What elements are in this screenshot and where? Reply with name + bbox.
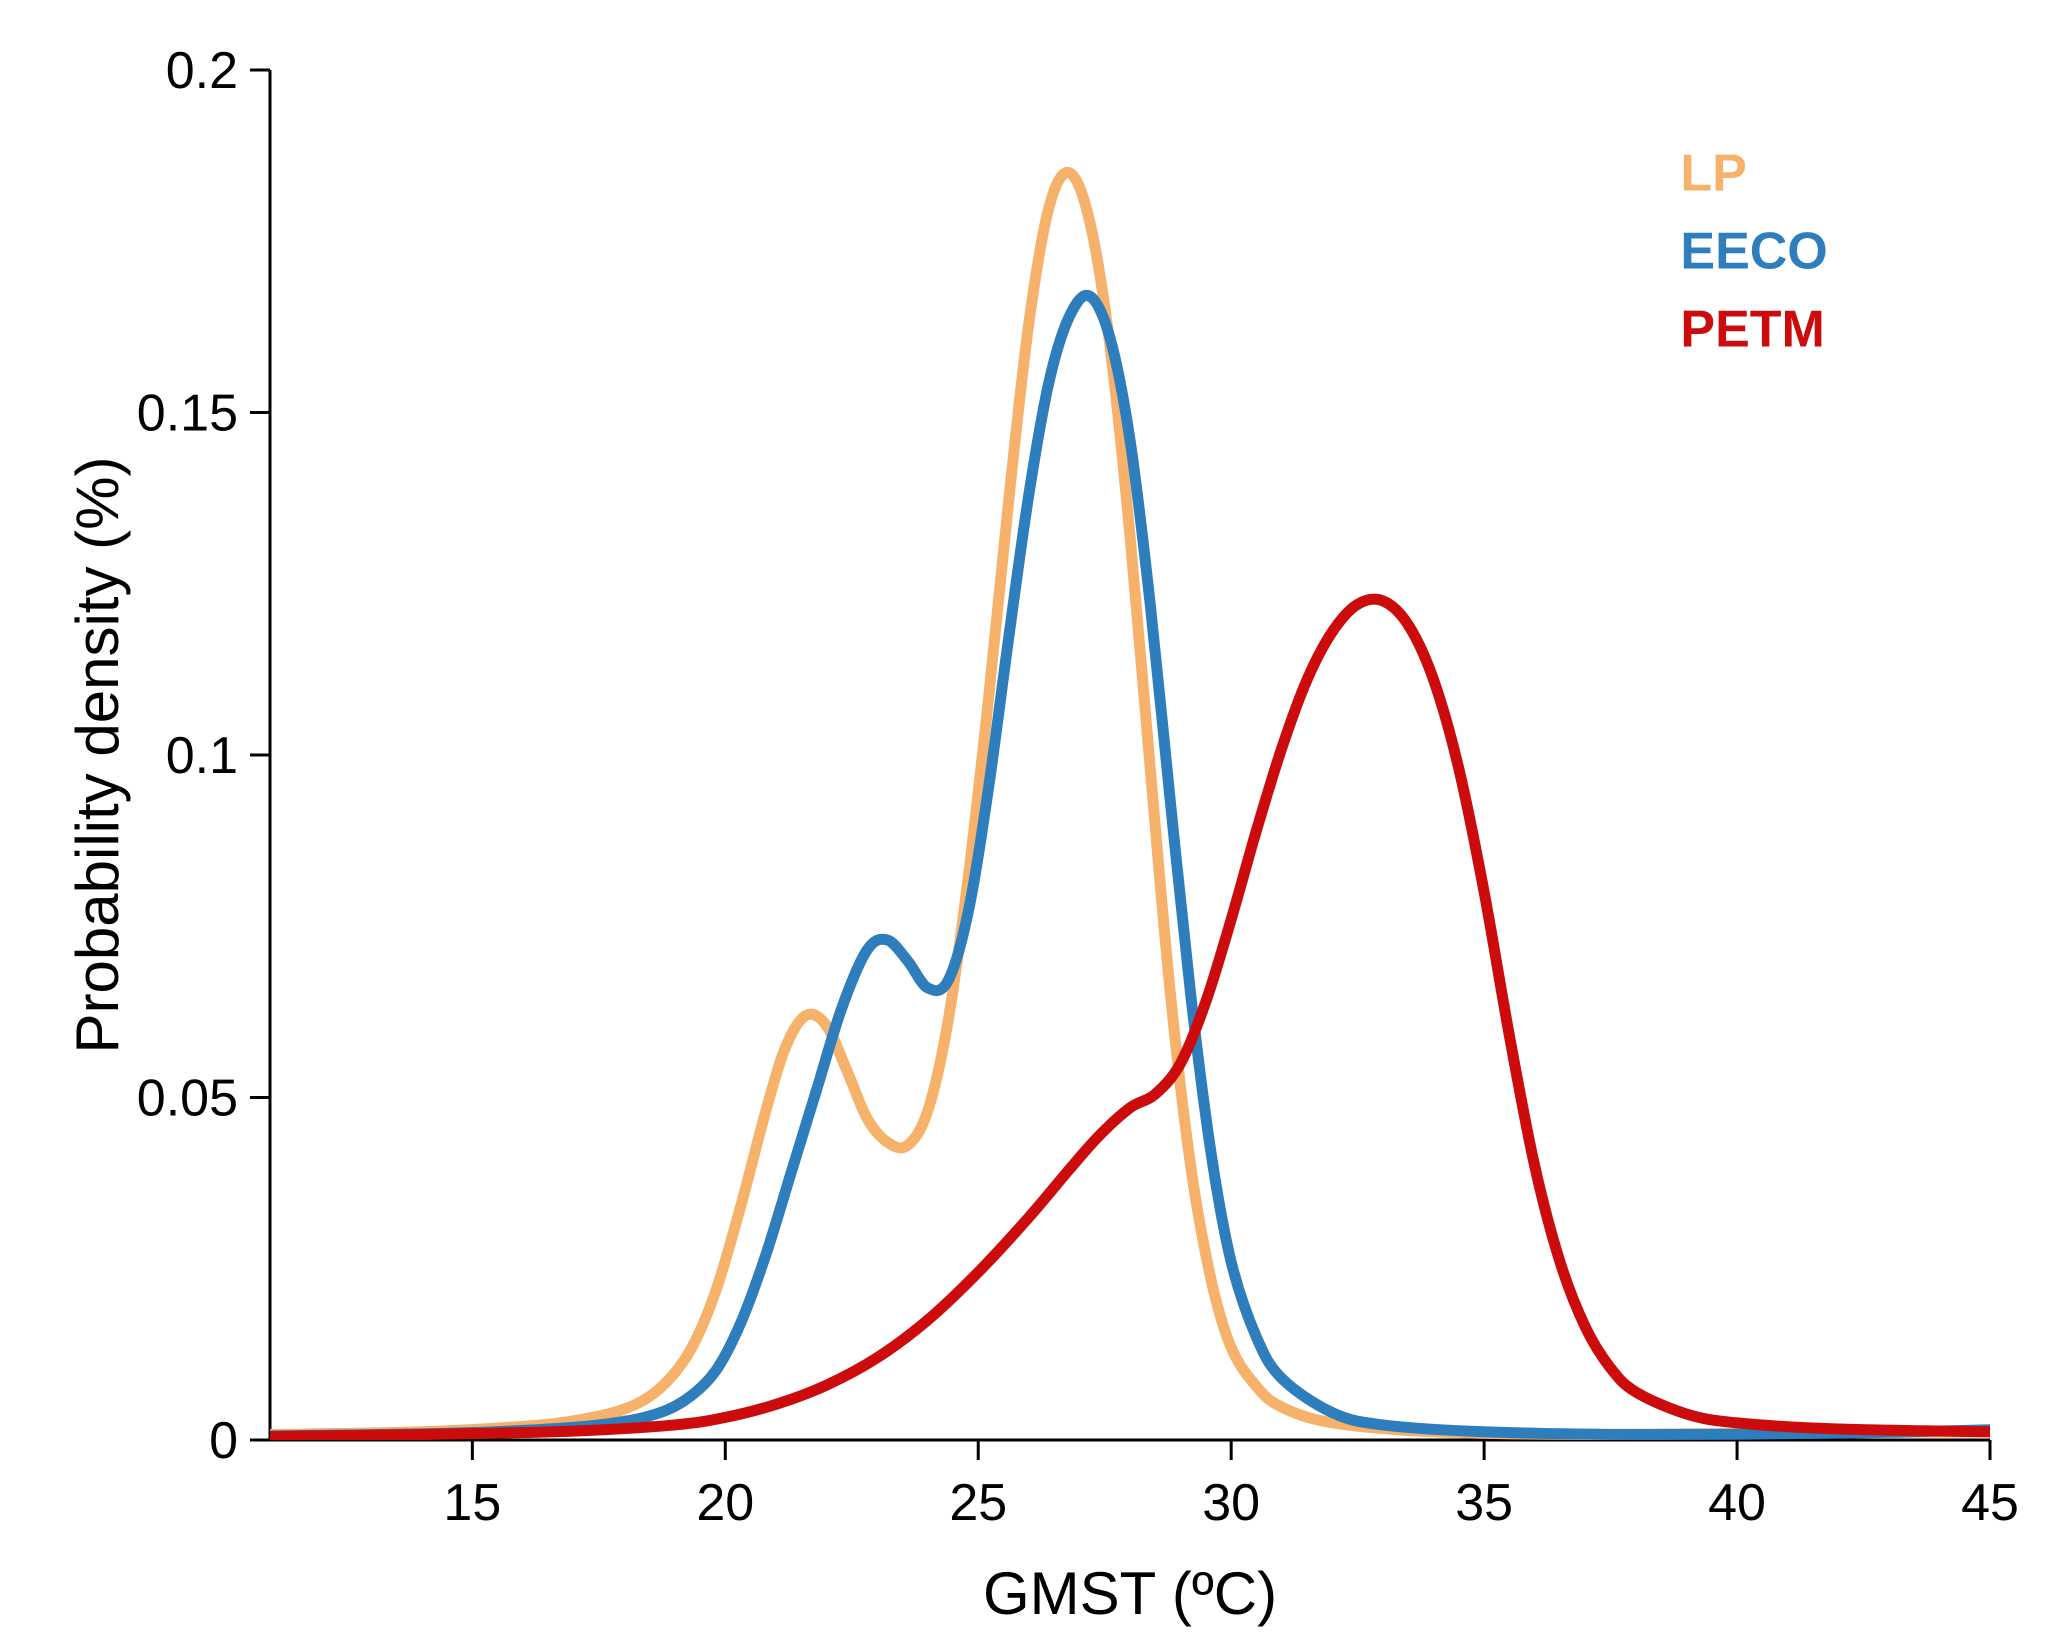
y-tick-label: 0.15 bbox=[137, 385, 238, 443]
x-axis-label: GMST (ºC) bbox=[983, 1560, 1277, 1627]
x-tick-label: 45 bbox=[1961, 1474, 2019, 1532]
x-tick-label: 30 bbox=[1202, 1474, 1260, 1532]
x-tick-label: 35 bbox=[1455, 1474, 1513, 1532]
y-tick-label: 0.05 bbox=[137, 1070, 238, 1128]
x-tick-label: 25 bbox=[949, 1474, 1007, 1532]
legend-lp: LP bbox=[1680, 145, 1746, 203]
y-axis-label: Probability density (%) bbox=[64, 457, 131, 1054]
x-tick-label: 20 bbox=[696, 1474, 754, 1532]
x-tick-label: 15 bbox=[443, 1474, 501, 1532]
y-tick-label: 0.2 bbox=[166, 42, 238, 100]
legend-eeco: EECO bbox=[1680, 223, 1827, 281]
y-tick-label: 0 bbox=[209, 1412, 238, 1470]
x-tick-label: 40 bbox=[1708, 1474, 1766, 1532]
density-chart: 15 20 25 30 35 40 45 0 0.05 0.1 0.15 0.2 GMST (ºC) Pr… bbox=[0, 0, 2067, 1648]
y-tick-label: 0.1 bbox=[166, 727, 238, 785]
legend-petm: PETM bbox=[1680, 301, 1824, 359]
chart-container: 15 20 25 30 35 40 45 0 0.05 0.1 0.15 0.2 GMST (ºC) Pr… bbox=[0, 0, 2067, 1648]
